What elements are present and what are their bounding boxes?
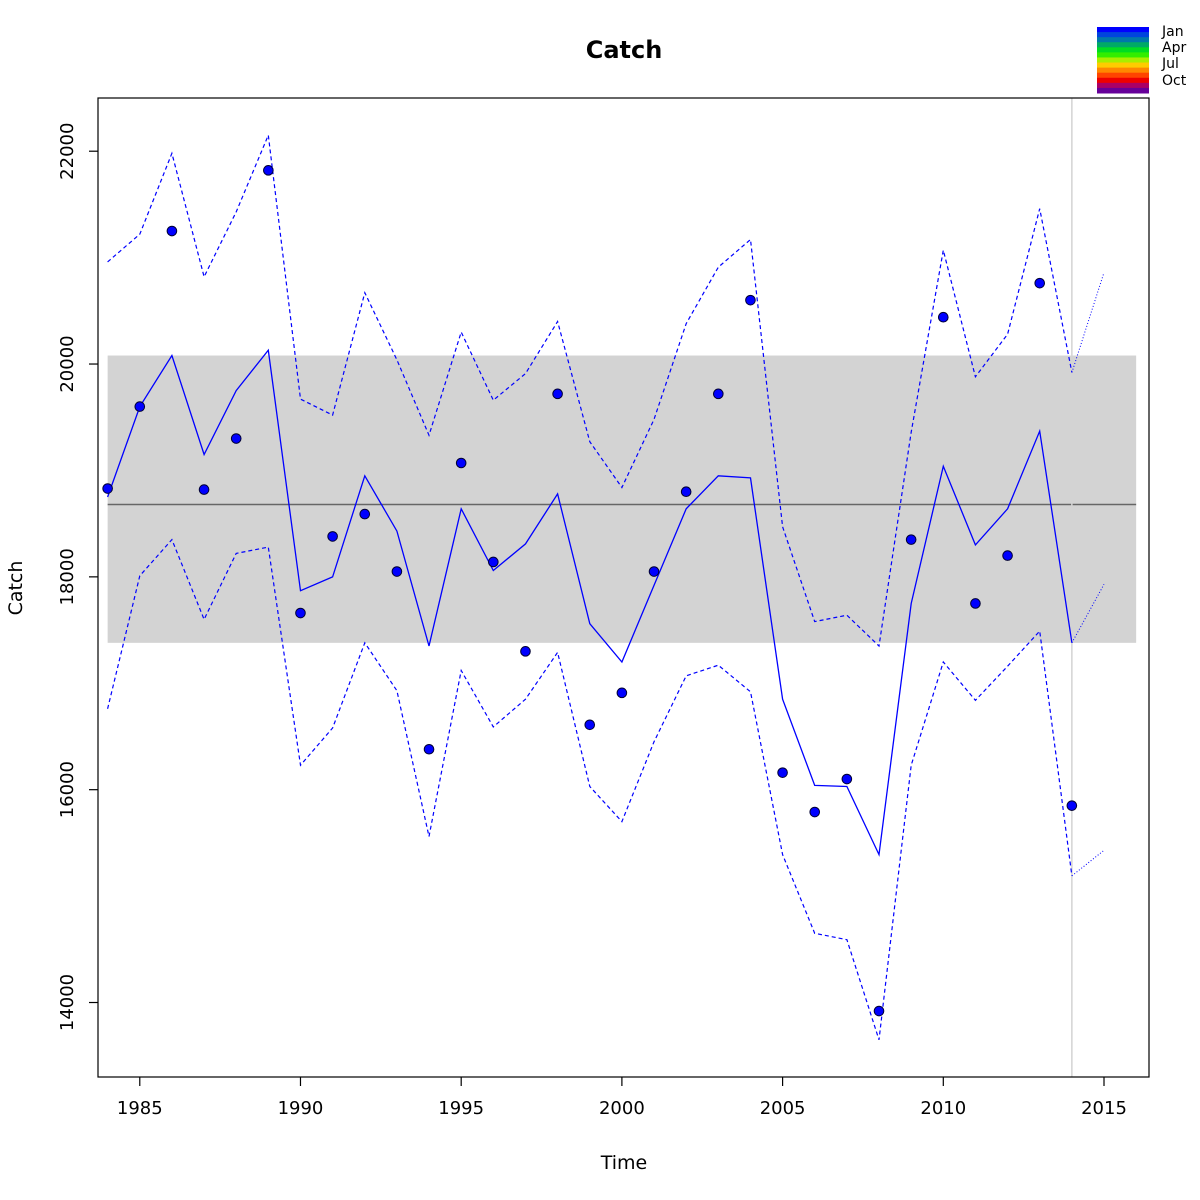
observed-point (1034, 277, 1046, 289)
observed-point (841, 773, 853, 785)
x-tick-label: 2005 (760, 1098, 806, 1119)
observed-point (1066, 800, 1078, 811)
observed-point (423, 743, 435, 755)
legend-swatch (1097, 42, 1149, 48)
observed-point (745, 294, 756, 306)
legend-swatch (1097, 82, 1149, 89)
x-tick-label: 2000 (599, 1098, 645, 1119)
x-axis-title: Time (600, 1152, 648, 1174)
legend-swatch (1097, 67, 1149, 74)
lower-bound-line (107, 538, 1073, 1040)
observed-point (552, 388, 563, 400)
observed-point (713, 388, 724, 400)
observed-point (584, 719, 596, 731)
observed-point (455, 457, 467, 469)
observed-point (198, 484, 210, 495)
y-tick-label: 22000 (57, 123, 78, 180)
observed-point (873, 1005, 885, 1017)
legend-swatch (1097, 77, 1149, 84)
legend-swatch (1097, 57, 1149, 64)
upper-bound-line (107, 132, 1073, 648)
legend-swatch (1097, 47, 1149, 53)
legend-swatch (1097, 27, 1149, 33)
legend-label: Jan (1161, 24, 1184, 40)
observed-point (680, 486, 692, 498)
legend-label: Apr (1162, 40, 1186, 56)
observed-point (1002, 550, 1013, 561)
forecast-mean-line (1071, 584, 1105, 644)
observed-point (616, 687, 628, 699)
chart-title: Catch (586, 36, 663, 64)
legend-label: Jul (1161, 56, 1179, 72)
x-tick-label: 1995 (438, 1098, 484, 1119)
observed-point (970, 598, 981, 609)
legend-swatch (1097, 52, 1149, 58)
observed-point (295, 607, 306, 619)
fitted-line (106, 348, 1073, 857)
forecast-lower-line (1071, 849, 1105, 877)
observed-point (102, 483, 113, 494)
observed-point (359, 508, 371, 520)
x-tick-label: 2010 (920, 1098, 966, 1119)
y-tick-label: 20000 (57, 335, 78, 392)
y-axis-title: Catch (5, 561, 27, 616)
legend-swatch (1097, 62, 1149, 69)
observed-point (263, 165, 274, 176)
observed-point (134, 401, 146, 412)
observed-point (391, 566, 403, 577)
observed-point (327, 531, 338, 542)
x-tick-label: 2015 (1081, 1098, 1127, 1119)
observed-point (777, 767, 788, 778)
observed-point (230, 433, 242, 444)
x-tick-label: 1985 (117, 1098, 163, 1119)
forecast-upper-line (1071, 272, 1105, 373)
legend-swatch (1097, 72, 1149, 79)
observed-point (905, 534, 917, 545)
plot-frame (97, 97, 1150, 1078)
observed-point (809, 806, 821, 818)
legend-swatch (1097, 32, 1149, 38)
legend-swatch (1097, 37, 1149, 43)
observed-point (488, 556, 499, 568)
legend-swatch (1097, 87, 1149, 94)
range-band (107, 355, 1137, 643)
y-tick-label: 14000 (57, 974, 78, 1031)
y-tick-label: 18000 (57, 548, 78, 605)
observed-point (937, 311, 949, 323)
observed-point (648, 566, 660, 577)
observed-point (520, 646, 531, 657)
observed-point (166, 225, 178, 237)
legend-label: Oct (1162, 73, 1187, 89)
plot-area: 1985 1990 1995 2000 2005 2010 2015 14000 16000 18… (57, 97, 1150, 1119)
y-tick-label: 16000 (57, 761, 78, 818)
x-tick-label: 1990 (278, 1098, 324, 1119)
